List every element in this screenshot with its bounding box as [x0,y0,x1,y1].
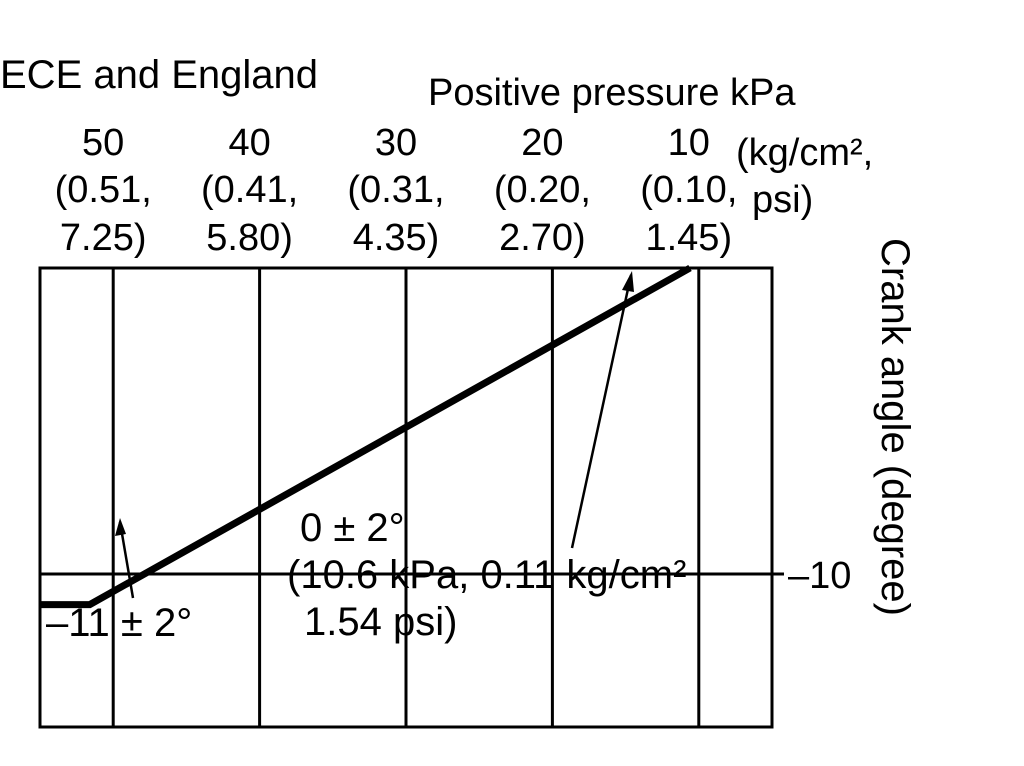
x-tick-label-50-kg: (0.51, [55,169,152,211]
x-axis-unit-label: (kg/cm², psi) [736,132,873,221]
x-tick-label-30-kg: (0.31, [347,169,444,211]
annotation-high-line3: 1.54 psi) [304,600,457,644]
y-tick-label: –10 [788,555,851,597]
annotation-arrow-high [570,274,633,549]
x-tick-label-20-psi: 2.70) [499,217,586,259]
x-tick-label-10-psi: 1.45) [645,217,732,259]
x-axis-unit-line1: (kg/cm², [736,132,873,174]
annotation-high-line1: 0 ± 2° [300,506,405,550]
x-axis-unit-line2: psi) [752,179,813,221]
series-line [40,264,692,609]
x-tick-label-10-kPa: 10 [668,122,710,164]
x-tick-label-20-kPa: 20 [521,122,563,164]
x-tick-label-20-kg: (0.20, [494,169,591,211]
x-tick-label-50-psi: 7.25) [60,217,147,259]
y-axis-label: Crank angle (degree) [873,238,917,616]
x-tick-label-30-kPa: 30 [375,122,417,164]
chart-title: ECE and England [0,53,318,97]
tick-labels: 50 (0.51, 7.25) 40 (0.41, 5.80) 30 (0.31, 4.35) 2… [55,122,852,597]
x-tick-label-40-kPa: 40 [228,122,270,164]
annotation-arrowhead-high [622,271,634,292]
annotation-high-line2: (10.6 kPa, 0.11 kg/cm² [287,553,686,597]
grid [38,266,784,729]
x-tick-label-40-kg: (0.41, [201,169,298,211]
x-tick-label-50-kPa: 50 [82,122,124,164]
x-tick-label-40-psi: 5.80) [206,217,293,259]
x-tick-label-30-psi: 4.35) [353,217,440,259]
x-tick-label-10-kg: (0.10, [640,169,737,211]
annotation-low: –11 ± 2° [46,601,192,645]
x-axis-label: Positive pressure kPa [428,72,796,114]
annotation-high: 0 ± 2° (10.6 kPa, 0.11 kg/cm² 1.54 psi) [287,506,698,644]
annotation-arrowhead-low [115,518,126,536]
